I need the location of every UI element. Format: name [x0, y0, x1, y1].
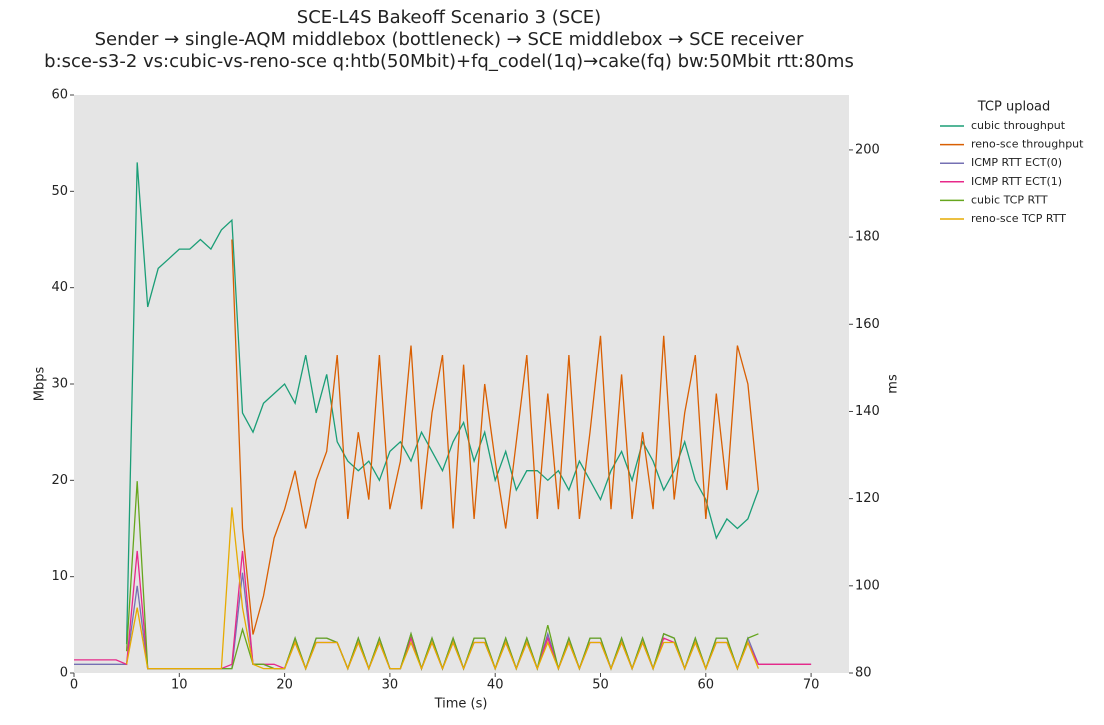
y-tick-label: 60	[51, 88, 68, 103]
legend-title: TCP upload	[977, 100, 1051, 115]
legend-label: ICMP RTT ECT(0)	[971, 156, 1062, 169]
chart-title: SCE-L4S Bakeoff Scenario 3 (SCE)	[297, 7, 601, 28]
y2-tick-label: 120	[855, 491, 880, 506]
legend-label: cubic throughput	[971, 119, 1066, 132]
x-tick-label: 70	[803, 678, 820, 693]
x-tick-label: 0	[70, 678, 78, 693]
y2-tick-label: 140	[855, 404, 880, 419]
y2-tick-label: 200	[855, 142, 880, 157]
y2-tick-label: 80	[855, 666, 872, 681]
y-tick-label: 50	[51, 184, 68, 199]
chart-subtitle: Sender → single-AQM middlebox (bottlenec…	[95, 29, 804, 50]
y-tick-label: 20	[51, 473, 68, 488]
y2-axis-label: ms	[886, 374, 901, 394]
x-tick-label: 20	[276, 678, 293, 693]
x-tick-label: 50	[592, 678, 609, 693]
legend-label: ICMP RTT ECT(1)	[971, 175, 1062, 188]
y-tick-label: 10	[51, 569, 68, 584]
y-tick-label: 30	[51, 377, 68, 392]
x-tick-label: 10	[171, 678, 188, 693]
legend-label: cubic TCP RTT	[971, 193, 1048, 206]
plot-area	[74, 95, 849, 673]
x-tick-label: 60	[698, 678, 715, 693]
y-tick-label: 0	[60, 666, 68, 681]
y-tick-label: 40	[51, 280, 68, 295]
legend-label: reno-sce TCP RTT	[971, 212, 1066, 225]
series-line	[125, 507, 760, 671]
x-tick-label: 40	[487, 678, 504, 693]
y-axis-label: Mbps	[33, 367, 48, 402]
y2-tick-label: 180	[855, 230, 880, 245]
y2-tick-label: 100	[855, 578, 880, 593]
legend-label: reno-sce throughput	[971, 138, 1084, 151]
x-tick-label: 30	[382, 678, 399, 693]
y2-tick-label: 160	[855, 317, 880, 332]
series-line	[125, 162, 760, 645]
x-axis-label: Time (s)	[434, 697, 488, 712]
series-line	[231, 239, 760, 635]
chart-subtitle: b:sce-s3-2 vs:cubic-vs-reno-sce q:htb(50…	[44, 51, 854, 72]
